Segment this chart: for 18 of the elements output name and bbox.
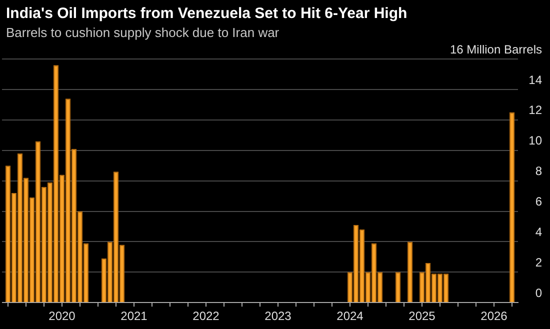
x-tick-label: 2024 — [336, 309, 364, 324]
y-tick-label: 2 — [535, 255, 542, 270]
x-tick-label: 2020 — [48, 309, 76, 324]
chart-subtitle: Barrels to cushion supply shock due to Iran war — [6, 25, 280, 40]
x-tick-label: 2026 — [480, 309, 508, 324]
x-tick-label: 2021 — [120, 309, 148, 324]
y-tick-label: 6 — [535, 194, 542, 209]
y-tick-label: 12 — [528, 103, 542, 118]
x-tick-label: 2022 — [192, 309, 220, 324]
y-tick-label: 14 — [528, 72, 542, 87]
y-tick-label: 0 — [535, 286, 542, 300]
x-tick-label: 2023 — [264, 309, 292, 324]
y-tick-label: 16 Million Barrels — [450, 42, 542, 56]
x-tick-label: 2025 — [408, 309, 436, 324]
y-tick-label: 8 — [535, 164, 542, 178]
y-tick-label: 4 — [535, 225, 542, 240]
chart-title: India's Oil Imports from Venezuela Set to Hit 6-Year High — [6, 5, 408, 22]
y-tick-label: 10 — [528, 134, 542, 148]
